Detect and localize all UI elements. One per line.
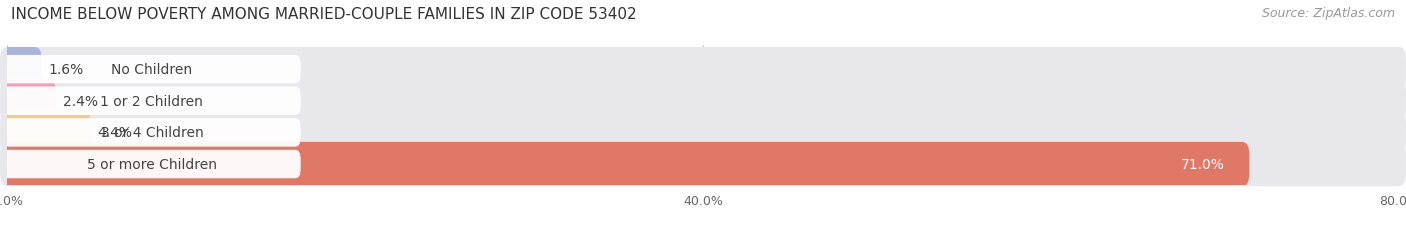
Text: 2.4%: 2.4%: [63, 94, 97, 108]
Text: 3 or 4 Children: 3 or 4 Children: [100, 126, 204, 140]
FancyBboxPatch shape: [0, 111, 90, 155]
FancyBboxPatch shape: [0, 142, 1406, 186]
Text: 4.4%: 4.4%: [97, 126, 132, 140]
FancyBboxPatch shape: [7, 90, 1399, 113]
FancyBboxPatch shape: [7, 121, 1399, 144]
Text: 71.0%: 71.0%: [1181, 157, 1225, 171]
Text: Source: ZipAtlas.com: Source: ZipAtlas.com: [1261, 7, 1395, 20]
FancyBboxPatch shape: [0, 111, 1406, 155]
FancyBboxPatch shape: [0, 142, 1250, 186]
FancyBboxPatch shape: [3, 56, 301, 84]
Text: No Children: No Children: [111, 63, 193, 77]
Text: 5 or more Children: 5 or more Children: [87, 157, 217, 171]
FancyBboxPatch shape: [3, 87, 301, 116]
FancyBboxPatch shape: [7, 58, 1399, 82]
FancyBboxPatch shape: [3, 119, 301, 147]
Text: 1.6%: 1.6%: [49, 63, 84, 77]
FancyBboxPatch shape: [0, 79, 56, 123]
FancyBboxPatch shape: [3, 150, 301, 179]
FancyBboxPatch shape: [0, 48, 42, 92]
FancyBboxPatch shape: [0, 79, 1406, 123]
FancyBboxPatch shape: [0, 48, 1406, 92]
Text: 1 or 2 Children: 1 or 2 Children: [100, 94, 204, 108]
FancyBboxPatch shape: [7, 153, 1399, 176]
Text: INCOME BELOW POVERTY AMONG MARRIED-COUPLE FAMILIES IN ZIP CODE 53402: INCOME BELOW POVERTY AMONG MARRIED-COUPL…: [11, 7, 637, 22]
